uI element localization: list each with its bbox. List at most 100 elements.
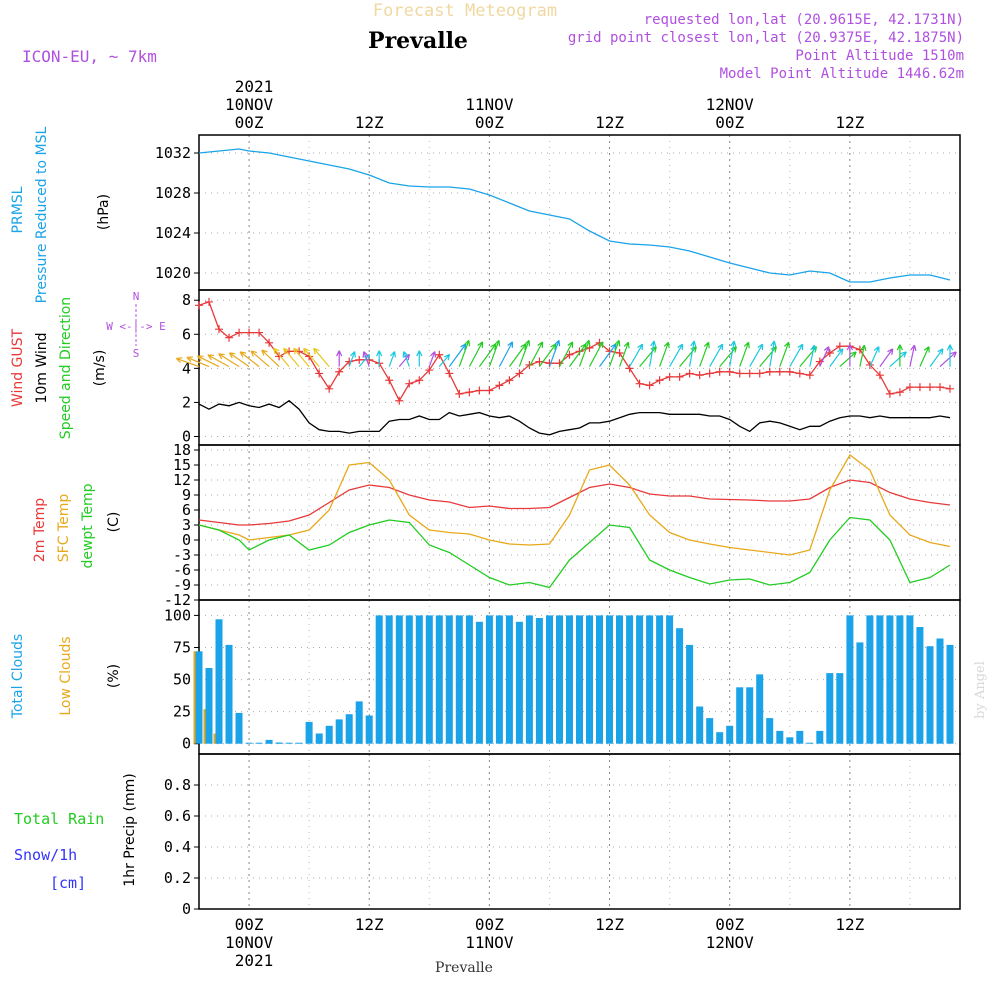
- gust-point: [235, 328, 244, 337]
- wind-direction-arrow: [186, 356, 210, 368]
- series-layer: [175, 148, 957, 744]
- cloud-bar-total: [886, 615, 894, 744]
- gust-point: [405, 379, 414, 388]
- bottom-date-label: 11NOV: [465, 933, 514, 952]
- cloud-bar-total: [355, 701, 363, 744]
- wind-direction-arrow: [303, 347, 320, 367]
- temp-unit: (C): [106, 512, 122, 533]
- wind-10m-label: 10m Wind: [34, 332, 50, 403]
- compass-n: N: [133, 290, 140, 303]
- gust-point: [225, 333, 234, 342]
- y-tick-label: 6: [182, 501, 191, 519]
- cloud-bar-total: [776, 730, 784, 744]
- y-tick-label: 0: [182, 427, 191, 445]
- cloud-bar-total: [946, 644, 954, 744]
- cloud-bar-total: [826, 673, 834, 744]
- gust-point: [515, 369, 524, 378]
- cloud-bar-total: [556, 615, 563, 744]
- y-tick-label: 0.8: [164, 776, 191, 794]
- cloud-bar-total: [906, 615, 914, 744]
- wind-direction-arrow: [336, 350, 343, 367]
- wind-direction-arrow: [498, 341, 514, 367]
- cloud-bar-total: [666, 615, 674, 744]
- gust-point: [505, 376, 514, 385]
- cloud-bar-total: [716, 732, 724, 744]
- bottom-hour-label: 12Z: [355, 915, 384, 934]
- y-tick-label: 75: [173, 638, 191, 656]
- cloud-bar-total: [345, 714, 353, 744]
- cloud-bar-total: [475, 621, 483, 744]
- pressure-unit: (hPa): [96, 194, 112, 230]
- cloud-bar-total: [525, 615, 533, 744]
- gust-point: [735, 369, 744, 378]
- cloud-bar-total: [916, 627, 924, 744]
- gust-point: [775, 367, 784, 376]
- wind-direction-arrow: [879, 348, 894, 367]
- gust-point: [345, 357, 354, 366]
- cloud-bar-total: [405, 615, 413, 744]
- chart-title: Forecast Meteogram: [373, 1, 557, 21]
- cloud-bar-total: [816, 730, 824, 744]
- cloud-bar-total: [746, 687, 754, 744]
- wind-direction-arrow: [283, 347, 300, 367]
- gust-point: [195, 301, 203, 310]
- cloud-bar-total: [896, 615, 904, 744]
- cloud-bar-total: [636, 615, 644, 744]
- precip-cm-label: [cm]: [50, 874, 86, 892]
- precip-rain-label: Total Rain: [14, 810, 104, 828]
- wind-direction-arrow: [649, 340, 657, 367]
- cloud-bar-total: [395, 615, 403, 744]
- wind-direction-arrow: [946, 344, 954, 367]
- y-tick-label: 0: [182, 735, 191, 753]
- panel-frame: [198, 134, 961, 291]
- cloud-bar-total: [325, 725, 333, 744]
- y-tick-label: 8: [182, 291, 191, 309]
- wind-direction-arrow: [558, 341, 574, 367]
- wind-direction-arrow: [518, 339, 531, 367]
- wind-direction-arrow: [846, 344, 854, 367]
- top-hour-label: 00Z: [715, 113, 744, 132]
- wind-direction-arrow: [819, 346, 830, 367]
- gust-point: [885, 389, 894, 398]
- wind-direction-arrow: [250, 350, 270, 368]
- cloud-bar-total: [335, 719, 343, 744]
- cloud-bar-total: [856, 642, 864, 744]
- gust-point: [675, 372, 684, 381]
- wind-direction-arrow: [629, 343, 644, 367]
- bottom-date-label: 10NOV: [225, 933, 274, 952]
- gust-point: [325, 384, 334, 393]
- cloud-bar-total: [686, 644, 694, 744]
- wind-direction-arrow: [939, 351, 957, 368]
- gust-point: [465, 388, 474, 397]
- wind-direction-arrow: [458, 339, 471, 367]
- gust-point: [415, 376, 424, 385]
- cloud-bar-total: [726, 725, 734, 744]
- cloud-bar-low: [203, 709, 206, 744]
- top-hour-label: 12Z: [595, 113, 624, 132]
- wind-direction-arrow: [376, 350, 383, 367]
- wind-direction-arrow: [273, 347, 290, 367]
- gust-point: [495, 381, 504, 390]
- series-line-prmsl: [198, 148, 951, 283]
- cloud-bar-total: [806, 742, 814, 744]
- y-tick-label: 100: [164, 606, 191, 624]
- top-date-label: 12NOV: [706, 95, 755, 114]
- gust-point: [275, 352, 284, 361]
- y-tick-label: 0: [182, 531, 191, 549]
- wind-direction-arrow: [789, 343, 804, 367]
- wind-direction-arrow: [416, 350, 423, 367]
- y-tick-label: -9: [173, 576, 191, 594]
- gust-point: [865, 360, 874, 369]
- cloud-bar-total: [936, 638, 944, 744]
- cloud-bar-total: [485, 615, 493, 744]
- wind-direction-arrow: [699, 341, 710, 367]
- cloud-bar-total: [275, 742, 283, 744]
- wind-direction-arrow: [228, 352, 250, 368]
- wind-direction-arrow: [859, 344, 867, 367]
- top-date-label: 11NOV: [465, 95, 514, 114]
- gust-point: [255, 328, 264, 337]
- gust-point: [265, 338, 274, 347]
- cloud-bar-total: [616, 615, 623, 744]
- cloud-bar-total: [455, 615, 463, 744]
